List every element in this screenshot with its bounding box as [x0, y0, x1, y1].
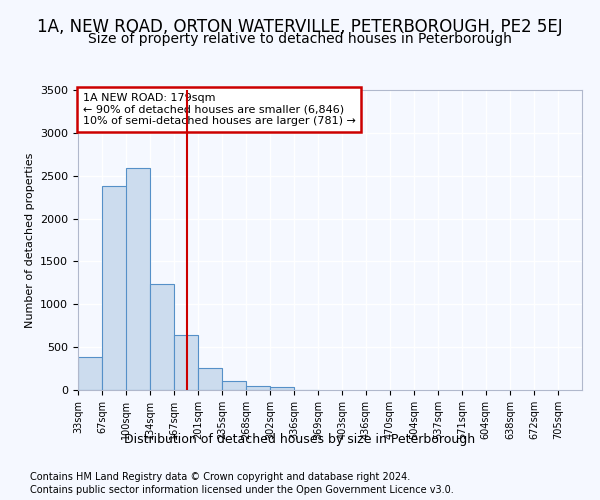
Bar [198, 368, 222, 390]
Bar [102, 186, 127, 390]
Bar [78, 358, 102, 390]
Text: Distribution of detached houses by size in Peterborough: Distribution of detached houses by size … [124, 432, 476, 446]
Bar [222, 381, 247, 390]
Bar [246, 386, 270, 390]
Bar [270, 388, 295, 390]
Text: Contains HM Land Registry data © Crown copyright and database right 2024.: Contains HM Land Registry data © Crown c… [30, 472, 410, 482]
Text: 1A, NEW ROAD, ORTON WATERVILLE, PETERBOROUGH, PE2 5EJ: 1A, NEW ROAD, ORTON WATERVILLE, PETERBOR… [37, 18, 563, 36]
Text: Contains public sector information licensed under the Open Government Licence v3: Contains public sector information licen… [30, 485, 454, 495]
Bar [173, 335, 198, 390]
Bar [126, 168, 150, 390]
Bar [150, 284, 175, 390]
Text: 1A NEW ROAD: 179sqm
← 90% of detached houses are smaller (6,846)
10% of semi-det: 1A NEW ROAD: 179sqm ← 90% of detached ho… [83, 93, 356, 126]
Y-axis label: Number of detached properties: Number of detached properties [25, 152, 35, 328]
Text: Size of property relative to detached houses in Peterborough: Size of property relative to detached ho… [88, 32, 512, 46]
